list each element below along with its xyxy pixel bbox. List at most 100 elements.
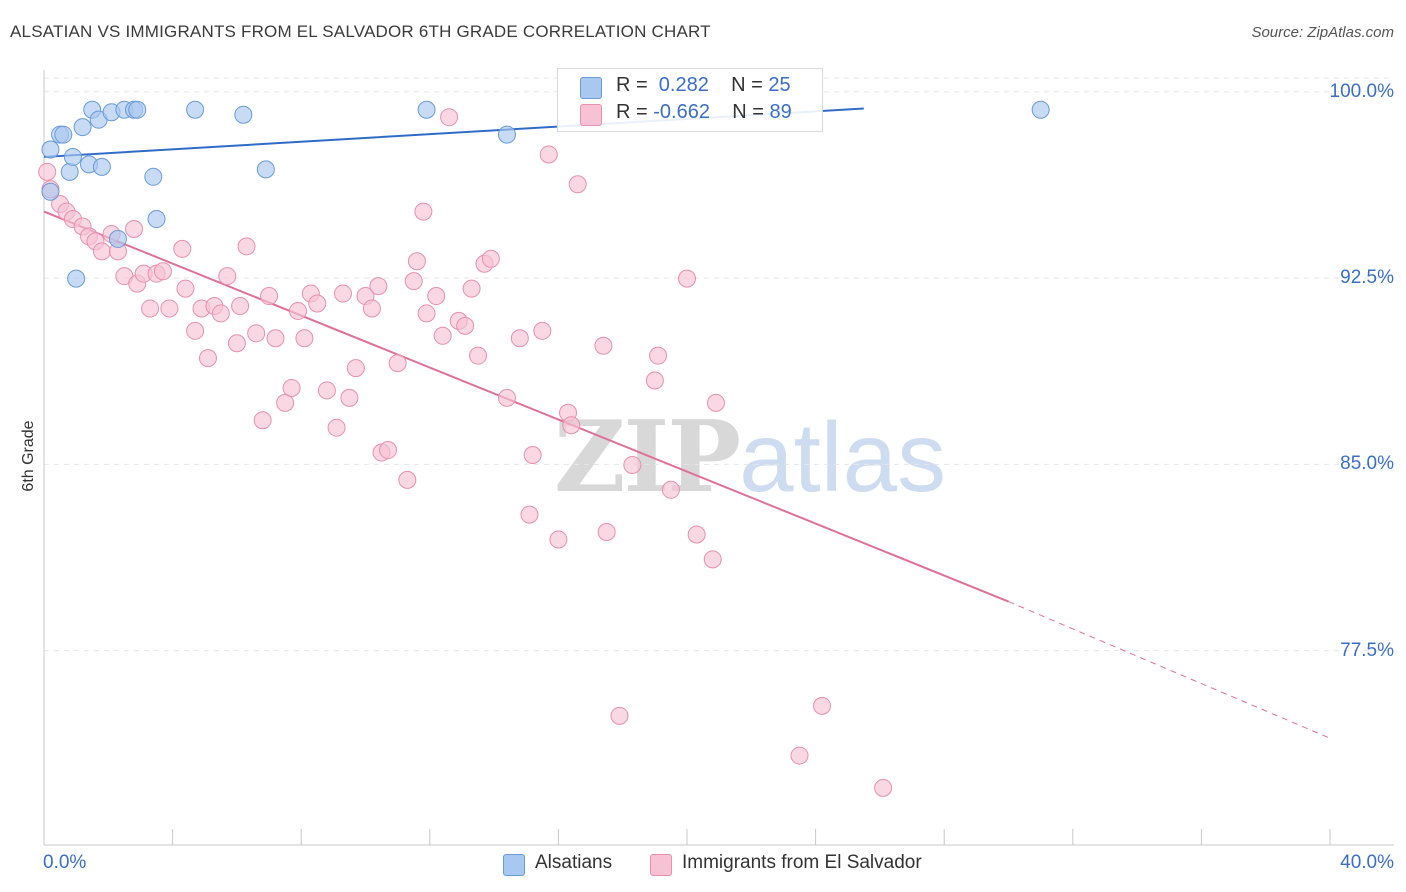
salvador-point: [317, 381, 336, 400]
salvador-point: [231, 296, 250, 315]
salvador-point: [276, 393, 295, 412]
n-value: 25: [768, 74, 791, 96]
salvador-point: [678, 269, 696, 288]
y-tick-label: 92.5%: [1340, 267, 1394, 289]
correlation-legend: R = 0.282 N = 25 R = -0.662 N = 89: [557, 68, 823, 132]
n-value: 89: [769, 101, 792, 123]
salvador-point: [362, 299, 381, 318]
salvador-point: [327, 418, 346, 437]
salvador-point: [433, 326, 452, 345]
salvador-point: [661, 480, 680, 499]
salvador-point: [295, 329, 314, 348]
salvador-trend-extension: [1008, 601, 1331, 739]
salvador-point: [173, 239, 192, 258]
salvador-point: [427, 287, 446, 306]
salvador-point: [533, 321, 552, 340]
salvador-point: [369, 277, 388, 296]
alsatians-point: [60, 162, 79, 181]
salvador-point: [260, 287, 279, 306]
alsatians-point: [147, 210, 166, 229]
salvador-point: [568, 175, 587, 194]
salvador-point: [186, 321, 205, 340]
alsatians-point: [63, 147, 82, 166]
salvador-point: [92, 242, 111, 261]
salvador-point: [440, 108, 459, 127]
alsatians-point: [92, 157, 111, 176]
salvador-point: [523, 446, 542, 465]
salvador-point: [469, 346, 488, 365]
salvador-point: [282, 378, 301, 397]
alsatians-point: [41, 140, 60, 159]
salvador-point: [549, 530, 568, 549]
salvador-point: [308, 294, 327, 313]
salvador-point: [176, 279, 195, 298]
salvador-point: [404, 272, 423, 291]
alsatians-point: [1031, 100, 1050, 119]
watermark-atlas: atlas: [739, 402, 947, 512]
r-value: -0.662: [653, 101, 710, 123]
y-tick-label: 100.0%: [1329, 80, 1394, 102]
salvador-point: [340, 388, 359, 407]
salvador-point: [481, 249, 500, 268]
x-tick-label-max: 40.0%: [1340, 852, 1394, 873]
chart-title: ALSATIAN VS IMMIGRANTS FROM EL SALVADOR …: [10, 22, 711, 41]
alsatians-point: [128, 100, 147, 119]
salvador-point: [237, 237, 256, 256]
watermark: ZIPatlas: [554, 400, 946, 515]
salvador-point: [562, 416, 581, 435]
salvador-point: [253, 411, 272, 430]
alsatians-point: [234, 105, 253, 124]
alsatians-point: [41, 182, 60, 201]
salvador-point: [388, 354, 407, 373]
salvador-point: [456, 316, 475, 335]
salvador-legend-swatch: [650, 854, 672, 876]
salvador-point: [520, 505, 539, 524]
salvador-point: [227, 334, 246, 353]
salvador-point: [706, 393, 725, 412]
trend-layer: [43, 107, 1331, 739]
alsatians-swatch: [580, 77, 602, 99]
salvador-point: [288, 301, 307, 320]
salvador-point: [414, 202, 433, 221]
series-legend: Alsatians Immigrants from El Salvador: [0, 852, 1406, 878]
r-value: 0.282: [653, 74, 709, 96]
salvador-point: [874, 778, 893, 797]
legend-label: Alsatians: [535, 852, 613, 873]
salvador-point: [687, 525, 706, 544]
salvador-point: [160, 299, 179, 318]
salvador-point: [597, 523, 616, 542]
watermark-zip: ZIP: [554, 400, 741, 515]
r-label: R =: [616, 74, 654, 96]
salvador-point: [125, 219, 144, 238]
salvador-point: [497, 388, 516, 407]
alsatians-point: [73, 118, 92, 137]
salvador-point: [346, 359, 365, 378]
alsatians-point: [54, 125, 73, 144]
legend-label: Immigrants from El Salvador: [682, 852, 922, 873]
salvador-point: [153, 262, 172, 281]
y-tick-label: 77.5%: [1340, 639, 1394, 661]
alsatians-legend-swatch: [503, 854, 525, 876]
x-tick-label-min: 0.0%: [43, 852, 87, 873]
salvador-point: [610, 706, 629, 725]
salvador-point: [594, 336, 613, 355]
alsatians-point: [186, 100, 205, 119]
salvador-trend-line: [43, 210, 1009, 603]
salvador-point: [813, 696, 832, 715]
salvador-point: [38, 162, 57, 181]
salvador-point: [510, 329, 529, 348]
salvador-point: [333, 284, 352, 303]
salvador-point: [790, 746, 809, 765]
alsatians-point: [497, 125, 516, 144]
salvador-point: [218, 267, 237, 286]
alsatians-point: [256, 160, 275, 179]
salvador-swatch: [580, 104, 602, 126]
salvador-point: [407, 252, 426, 271]
alsatians-point: [417, 100, 436, 119]
salvador-point: [462, 279, 481, 298]
salvador-point: [211, 304, 230, 323]
salvador-point: [645, 371, 664, 390]
salvador-point: [649, 346, 668, 365]
salvador-point: [417, 304, 436, 323]
